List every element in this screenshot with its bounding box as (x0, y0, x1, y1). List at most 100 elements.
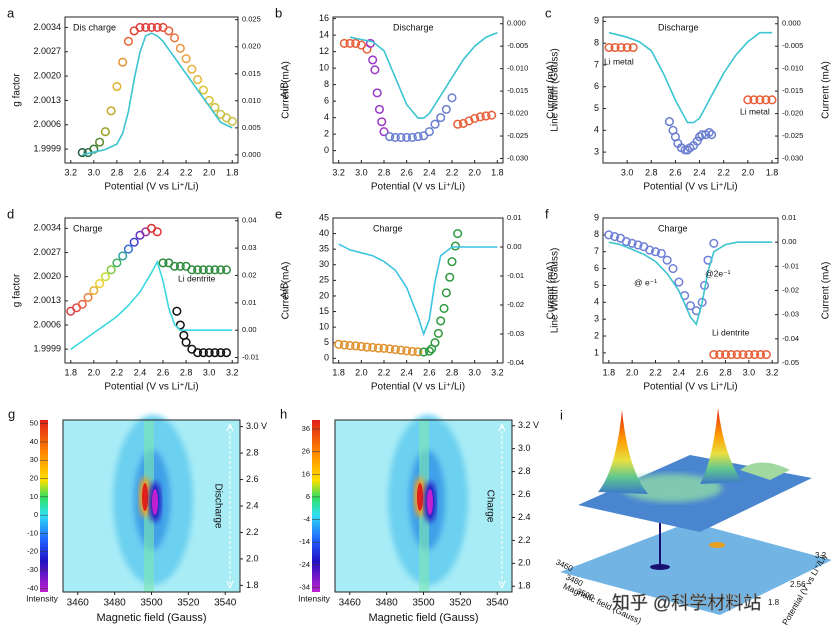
marker (385, 344, 395, 354)
y2-tick-label: 2.6 (518, 489, 531, 499)
colorbar-tick-label: -30 (27, 565, 38, 574)
panel-title: Charge (658, 223, 688, 233)
panel-label: i (560, 407, 563, 422)
peak (700, 408, 742, 484)
y2-tick-label: 0.00 (782, 237, 797, 246)
x-axis-label: Potential (V vs Li⁺/Li) (643, 182, 737, 193)
colorbar-tick-label: -34 (299, 582, 310, 591)
marker (170, 261, 180, 271)
arrow-head (498, 422, 506, 590)
y2-tick-label: 0.025 (242, 15, 261, 24)
x-tick-label: 2.8 (180, 367, 193, 377)
colorbar-tick-label: 26 (302, 447, 310, 456)
y2-tick-label: -0.005 (782, 41, 803, 50)
marker (172, 306, 182, 316)
marker (112, 81, 122, 92)
marker (390, 345, 400, 355)
y2-tick-label: -0.010 (507, 64, 528, 73)
marker (100, 127, 110, 137)
y-tick-label: 8 (594, 38, 599, 48)
current-line (82, 32, 233, 156)
x-tick-label: 3.0 (743, 367, 756, 377)
y2-tick-label: 2.0 (518, 558, 531, 568)
x-axis-label: Potential (V vs Li⁺/Li) (371, 182, 465, 193)
x-tick-label: 3520 (177, 598, 200, 609)
y-tick-label: 2.0027 (33, 247, 61, 257)
x-tick-label: 2.0 (203, 167, 216, 177)
marker (720, 350, 731, 360)
y2-tick-label: -0.020 (782, 109, 803, 118)
x-tick-label: 2.2 (111, 367, 124, 377)
x-tick-label: 1.8 (65, 367, 78, 377)
marker (424, 346, 434, 356)
y2-tick-label: -0.01 (242, 353, 259, 362)
marker (123, 244, 133, 254)
y-axis-label: g factor (12, 73, 23, 107)
marker (464, 116, 474, 126)
annotation: Li metal (604, 56, 634, 66)
y2-tick-label: -0.02 (782, 285, 799, 294)
colorbar-tick-label: 10 (30, 492, 38, 501)
y-tick-label: 9 (594, 16, 599, 26)
x-tick-label: 3500 (140, 598, 163, 609)
x-axis-label: Magnetic field (Gauss) (368, 612, 478, 624)
marker (433, 328, 443, 338)
y2-tick-label: -0.010 (782, 64, 803, 73)
x-tick-label: 3.2 (332, 167, 345, 177)
marker (152, 227, 162, 237)
x-tick-label: 2.6 (696, 367, 709, 377)
y2-tick-label: 0.000 (242, 150, 261, 159)
colorbar (312, 420, 320, 592)
y-tick-label: 40 (319, 228, 329, 238)
y2-tick-label: 0.01 (242, 298, 257, 307)
y-tick-label: 8 (594, 229, 599, 239)
marker (430, 119, 440, 129)
colorbar-label: Intensity (298, 593, 330, 603)
x-tick-label: 1.8 (491, 167, 504, 177)
x-axis-label: Potential (V vs Li⁺/Li) (104, 382, 198, 393)
marker (193, 348, 203, 358)
marker (164, 26, 174, 36)
plot-frame (64, 217, 239, 364)
marker (118, 57, 128, 67)
x-tick-label: 2.8 (111, 167, 124, 177)
x-tick-label: 3.0 (621, 167, 634, 177)
marker (430, 338, 440, 348)
x-axis-label: Magnetic field (Gauss) (96, 612, 206, 624)
marker (370, 65, 380, 75)
x-tick-label: 2.4 (693, 167, 706, 177)
y2-tick-label: 0.015 (242, 69, 261, 78)
y-tick-label: 2.0013 (33, 295, 61, 305)
plot-frame (64, 16, 239, 164)
x-tick-label: 2.6 (423, 367, 436, 377)
marker (627, 238, 637, 248)
colorbar-tick-label: 40 (30, 437, 38, 446)
panel-title: Dis charge (73, 22, 116, 32)
marker (362, 342, 372, 352)
marker (407, 132, 417, 142)
colorbar-tick-label: 16 (302, 469, 310, 478)
y2-tick-label: 0.010 (242, 96, 261, 105)
marker (707, 130, 717, 140)
marker (475, 112, 485, 122)
marker (628, 42, 638, 53)
x-tick-label: 2.4 (134, 367, 147, 377)
marker (89, 285, 99, 296)
y-tick-label: 3.2 (815, 551, 827, 560)
marker (210, 265, 220, 275)
x-tick-label: 2.0 (742, 167, 755, 177)
marker (146, 22, 157, 32)
marker (193, 265, 203, 275)
y-tick-label: 2.0020 (33, 70, 61, 80)
marker (755, 95, 765, 105)
x-tick-label: 2.2 (180, 167, 193, 177)
ridge (622, 474, 722, 502)
y-axis-label: g factor (12, 273, 23, 307)
marker (339, 38, 349, 48)
y2-tick-label: -0.01 (782, 261, 799, 270)
y-tick-label: 3 (594, 314, 599, 324)
marker (726, 350, 736, 360)
y-tick-label: 4 (594, 125, 599, 135)
y2-tick-label: 0.000 (507, 19, 526, 28)
